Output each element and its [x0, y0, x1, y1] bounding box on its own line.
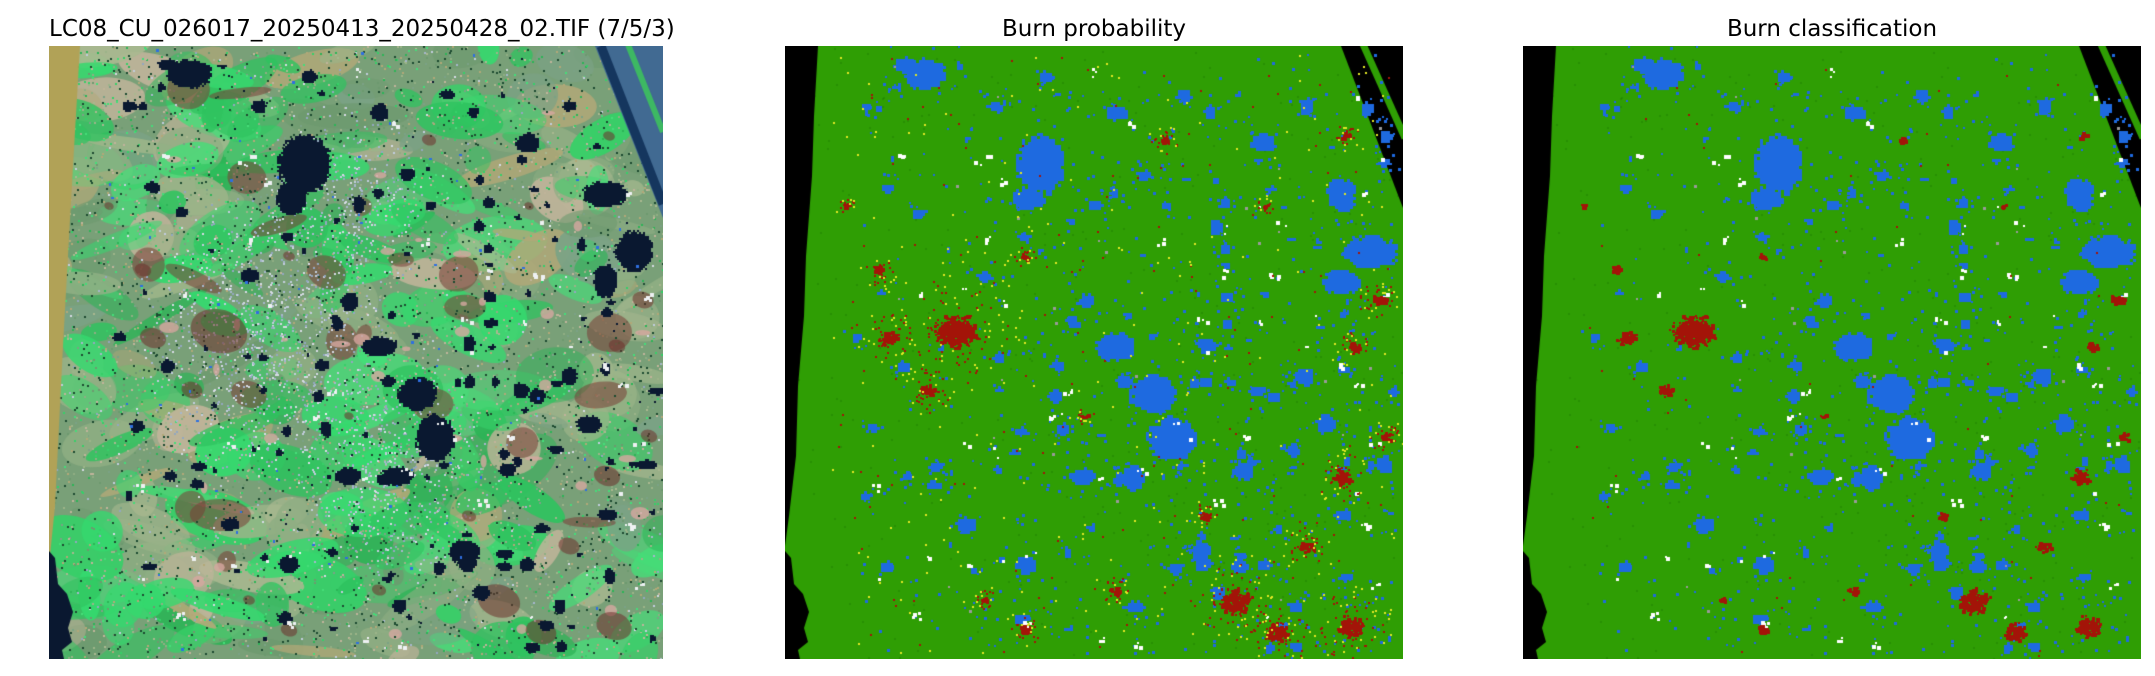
burn-classification-map-canvas	[1523, 46, 2141, 659]
panel-title-satellite: LC08_CU_026017_20250413_20250428_02.TIF …	[49, 16, 675, 42]
panel-title-burn-probability: Burn probability	[1001, 16, 1186, 42]
panel-satellite: LC08_CU_026017_20250413_20250428_02.TIF …	[49, 0, 675, 659]
burn-probability-map-canvas	[785, 46, 1403, 659]
satellite-image-canvas	[49, 46, 663, 659]
panel-burn-classification: Burn classification	[1523, 0, 2141, 659]
panel-title-burn-classification: Burn classification	[1726, 16, 1938, 42]
panel-burn-probability: Burn probability	[785, 0, 1403, 659]
